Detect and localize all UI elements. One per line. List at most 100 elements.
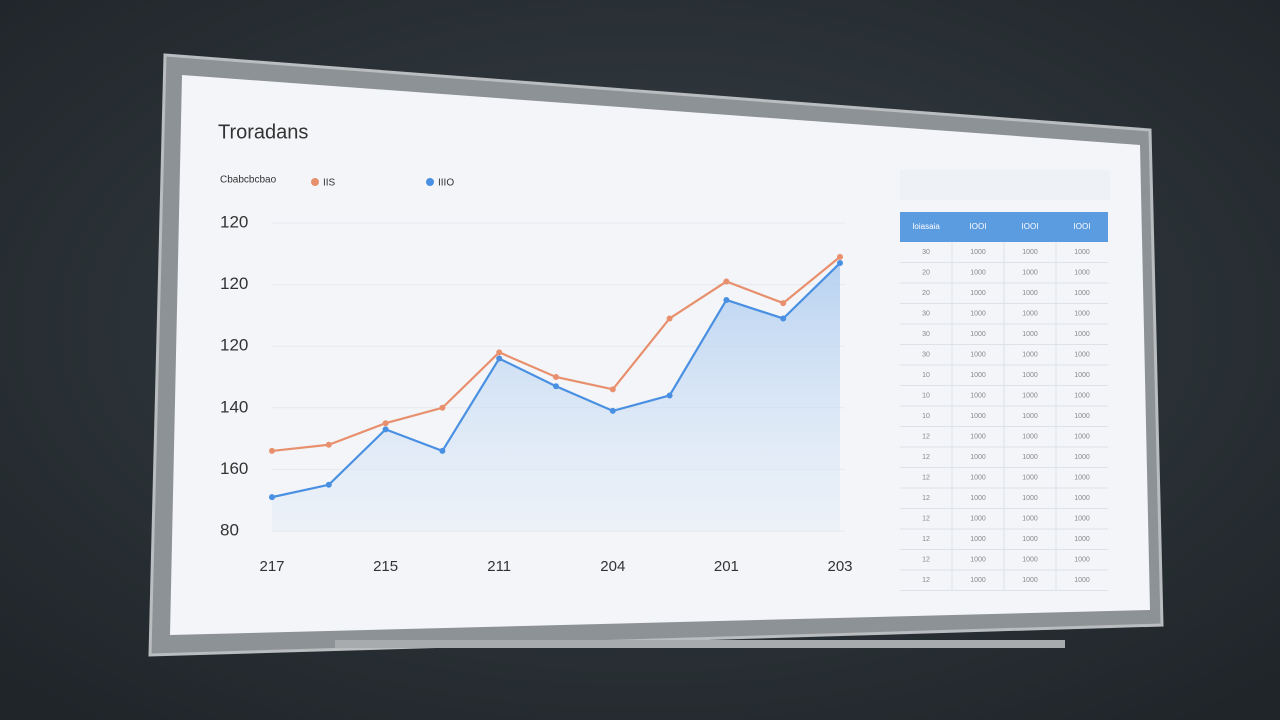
table-cell: 12 [922,536,930,543]
table-cell: 1000 [1022,434,1038,441]
table-cell: 1000 [970,454,986,461]
data-point [723,278,730,285]
table-cell: 1000 [1074,393,1090,400]
table-cell: 1000 [1074,454,1090,461]
data-point [553,383,559,390]
table-cell: 1000 [1074,372,1090,379]
table-cell: 1000 [970,372,986,379]
table-cell: 1000 [1074,331,1090,338]
table-cell: 1000 [1022,454,1038,461]
table-cell: 1000 [1022,372,1038,379]
data-point [325,481,332,488]
table-cell: 1000 [1074,434,1090,441]
table-cell: 1000 [1022,331,1038,338]
area [272,263,840,531]
table-cell: 1000 [970,270,986,277]
x-tick-label: 211 [487,558,511,575]
table-cell: 1000 [1022,249,1038,256]
data-point [553,374,559,380]
table-cell: 1000 [970,516,986,523]
table-cell: 12 [922,516,930,523]
data-point [609,386,616,393]
table: Ioiasaia IOOI IOOI IOOI 30 1000 1000 1000 20 1000… [900,212,1108,591]
table-cell: 1000 [970,413,986,420]
data-point [382,420,389,427]
x-tick-label: 217 [259,558,284,575]
table-cell: 10 [922,413,930,420]
toolbar [900,170,1110,200]
table-cell: 1000 [1022,475,1038,482]
table-cell: 30 [922,249,930,256]
x-tick-label: 203 [827,558,852,575]
table-cell: 1000 [1074,495,1090,502]
data-point [325,441,332,448]
table-cell: 1000 [970,577,986,584]
table-cell: 1000 [1022,413,1038,420]
table-cell: 12 [922,454,930,461]
table-cell: 10 [922,372,930,379]
table-cell: 1000 [1074,311,1090,318]
table-cell: 1000 [1074,536,1090,543]
table-cell: 12 [922,475,930,482]
data-point [496,355,503,362]
y-tick-label: 120 [220,212,248,231]
legend-title: Cbabcbcbao [220,175,277,186]
legend-label: IIS [323,178,336,189]
data-point [269,494,275,501]
data-point [269,447,275,454]
table-cell: 1000 [1022,270,1038,277]
data-point [609,407,616,414]
data-point [780,315,787,322]
table-cell: 1000 [970,495,986,502]
table-cell: 12 [922,495,930,502]
table-cell: 1000 [1074,413,1090,420]
bezel-strip [335,640,1065,648]
table-cell: 1000 [970,352,986,359]
table-header: IOOI [1022,222,1039,231]
table-cell: 10 [922,393,930,400]
table-cell: 1000 [1074,290,1090,297]
table-cell: 1000 [1074,557,1090,564]
table-header: IOOI [970,222,987,231]
table-cell: 1000 [1022,311,1038,318]
y-tick-label: 120 [220,336,248,355]
table-header: IOOI [1074,222,1091,231]
x-tick-label: 201 [714,558,739,575]
table-cell: 1000 [1022,536,1038,543]
data-point [837,253,843,260]
x-tick-label: 215 [373,558,398,575]
legend-label: IIIO [438,178,454,189]
data-point [382,426,389,433]
table-cell: 1000 [970,249,986,256]
table-cell: 1000 [1022,577,1038,584]
table-cell: 1000 [1022,352,1038,359]
data-point [666,315,673,322]
x-tick-label: 204 [600,558,625,575]
data-point [439,404,446,411]
table-cell: 20 [922,270,930,277]
table-cell: 1000 [1074,516,1090,523]
table-header-bg [900,212,1108,242]
table-cell: 1000 [1022,516,1038,523]
table-cell: 1000 [970,311,986,318]
table-cell: 1000 [970,290,986,297]
legend-swatch [311,178,319,186]
legend-swatch [426,178,434,186]
table-cell: 12 [922,577,930,584]
table-cell: 1000 [970,557,986,564]
table-cell: 30 [922,331,930,338]
y-tick-label: 160 [220,459,248,478]
table-cell: 1000 [1074,577,1090,584]
table-cell: 1000 [1074,270,1090,277]
chart-title: Troradans [218,121,308,143]
table-header: Ioiasaia [912,222,940,231]
table-cell: 1000 [970,331,986,338]
table-cell: 1000 [970,536,986,543]
y-tick-label: 120 [220,274,248,293]
table-cell: 12 [922,434,930,441]
data-point [723,297,730,303]
table-cell: 12 [922,557,930,564]
data-point [496,349,503,356]
